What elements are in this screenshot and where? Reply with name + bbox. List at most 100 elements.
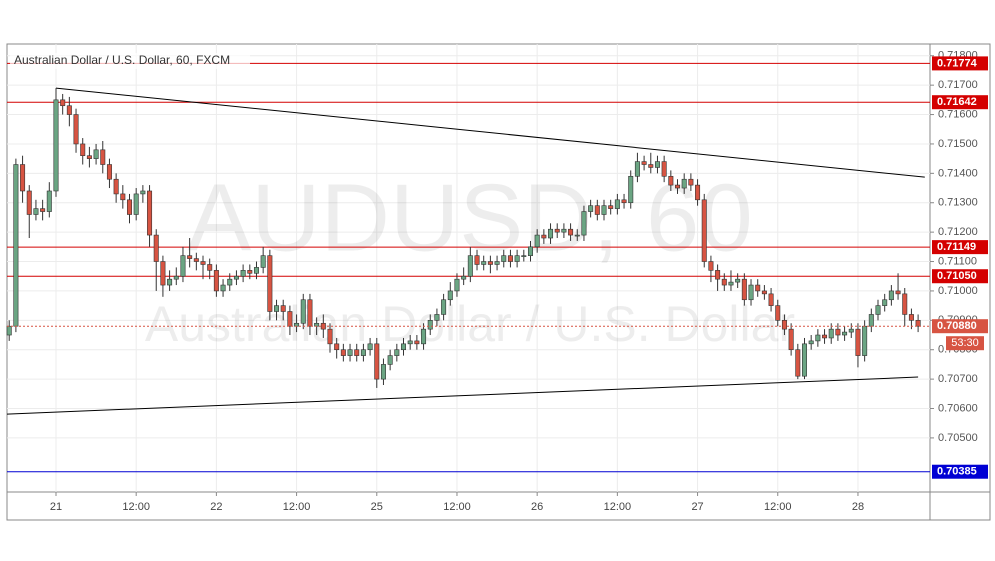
candle-body (100, 149, 106, 165)
candle-body (66, 105, 72, 115)
candle-body (394, 349, 400, 356)
candle-body (106, 164, 112, 180)
candle-body (240, 270, 246, 277)
candle-body (421, 328, 427, 345)
candle-body (501, 255, 507, 262)
candle-body (801, 343, 807, 377)
candle-body (461, 275, 467, 280)
candle-body (715, 270, 721, 280)
candle-body (287, 311, 293, 327)
candle-body (113, 178, 119, 195)
candle-body (561, 228, 567, 233)
candle-body (882, 299, 888, 306)
title-backdrop (10, 53, 250, 69)
candle-body (360, 349, 366, 356)
candle-body (20, 164, 26, 192)
candle-body (815, 334, 821, 342)
candle-body (340, 349, 346, 356)
candle-body (253, 267, 259, 274)
y-tick-label: 0.71700 (938, 79, 978, 91)
y-tick-label: 0.70500 (938, 432, 978, 444)
y-tick-label: 0.71300 (938, 197, 978, 209)
candle-body (675, 184, 681, 189)
candle-body (895, 290, 901, 295)
candle-body (120, 193, 126, 201)
candle-body (681, 178, 687, 189)
y-tick-label: 0.70700 (938, 373, 978, 385)
candle-body (621, 199, 627, 204)
x-tick-label: 12:00 (604, 501, 632, 513)
candle-body (915, 320, 921, 327)
candle-body (327, 328, 333, 345)
candle-body (220, 284, 226, 292)
price-label: 0.70880 (937, 320, 977, 332)
candle-body (407, 340, 413, 345)
candle-body (728, 281, 734, 286)
candle-body (347, 349, 353, 356)
level-label: 0.71149 (937, 241, 976, 253)
candle-body (661, 161, 667, 177)
candle-body (634, 161, 640, 177)
candle-body (227, 278, 233, 286)
level-label-box (932, 95, 988, 110)
x-tick-label: 22 (210, 501, 222, 513)
candle-body (180, 255, 186, 277)
candle-body (46, 190, 52, 212)
y-tick-label: 0.71200 (938, 226, 978, 238)
candle-body (654, 161, 660, 168)
candle-body (788, 328, 794, 351)
candle-body (267, 255, 273, 312)
candle-body (247, 270, 253, 274)
candle-body (173, 275, 179, 280)
candle-body (808, 340, 814, 345)
candle-body (213, 270, 219, 292)
chart-frame (6, 43, 991, 521)
candle-body (380, 364, 386, 380)
candle-body (541, 234, 547, 239)
candle-body (708, 261, 714, 271)
candle-body (494, 261, 500, 265)
candle-body (86, 155, 92, 159)
watermark-subtitle: Australian Dollar / U.S. Dollar (145, 296, 795, 352)
y-tick-label: 0.71500 (938, 138, 978, 150)
candle-body (153, 234, 159, 262)
candle-body (628, 175, 634, 204)
countdown-box (946, 336, 984, 351)
candle-body (761, 290, 767, 295)
candle-body (608, 205, 614, 209)
candle-body (133, 193, 139, 215)
candle-body (401, 343, 407, 351)
x-tick-label: 12:00 (764, 501, 792, 513)
candle-body (534, 234, 540, 248)
candle-body (614, 199, 620, 209)
candle-body (514, 255, 520, 262)
level-label: 0.71050 (937, 270, 977, 282)
candle-body (207, 264, 213, 271)
candle-body (755, 284, 761, 292)
candle-body (193, 258, 199, 262)
candle-body (427, 320, 433, 330)
level-label-box (932, 56, 988, 71)
candle-body (568, 228, 574, 236)
candle-body (695, 184, 701, 201)
candle-body (648, 164, 654, 168)
x-tick-label: 27 (691, 501, 703, 513)
x-tick-label: 12:00 (122, 501, 150, 513)
candle-body (454, 278, 460, 292)
x-tick-label: 21 (50, 501, 62, 513)
candle-body (33, 208, 39, 215)
candle-body (735, 278, 741, 283)
candle-body (167, 278, 173, 286)
candle-body (441, 299, 447, 315)
candle-body (233, 275, 239, 280)
x-tick-label: 12:00 (443, 501, 471, 513)
candle-body (93, 149, 99, 159)
candle-body (688, 178, 694, 186)
candle-body (721, 278, 727, 286)
candle-body (334, 343, 340, 351)
candle-body (487, 261, 493, 265)
candle-body (6, 325, 12, 336)
candle-body (280, 305, 286, 312)
candle-body (527, 246, 533, 256)
